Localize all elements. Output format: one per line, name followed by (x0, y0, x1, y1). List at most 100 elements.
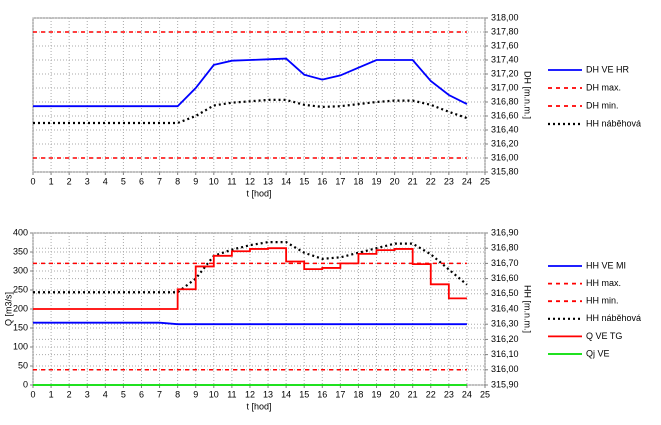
y-tick-label: 316,50 (491, 288, 519, 298)
y-tick-label: 316,80 (491, 96, 519, 106)
y-tick-label: 317,20 (491, 68, 519, 78)
x-tick-label: 22 (426, 176, 436, 186)
legend-label: DH min. (586, 100, 619, 110)
x-tick-label: 18 (353, 389, 363, 399)
y-tick-label: 317,00 (491, 82, 519, 92)
x-tick-label: 22 (426, 389, 436, 399)
y-tick-label: 316,00 (491, 152, 519, 162)
y-tick-label: 317,40 (491, 54, 519, 64)
y-tick-label: 200 (13, 303, 28, 313)
x-tick-label: 14 (281, 176, 291, 186)
series-line (33, 57, 468, 108)
legend-label: HH náběhová (586, 313, 641, 323)
x-axis-label: t [hod] (246, 188, 271, 198)
x-tick-label: 11 (227, 176, 236, 186)
y-tick-label: 250 (13, 284, 28, 294)
x-tick-label: 21 (408, 176, 418, 186)
x-tick-label: 12 (245, 176, 255, 186)
y-tick-label: 316,40 (491, 124, 519, 134)
x-tick-label: 5 (121, 389, 126, 399)
y-tick-label: 318,00 (491, 12, 519, 22)
y-tick-label: 315,80 (491, 166, 519, 176)
y-tick-label: 400 (13, 227, 28, 237)
y-tick-label: 50 (18, 360, 28, 370)
x-tick-label: 20 (390, 389, 400, 399)
y-axis-label: Q [m3/s] (3, 292, 13, 326)
x-tick-label: 4 (103, 176, 108, 186)
x-tick-label: 10 (209, 176, 219, 186)
x-tick-label: 25 (480, 389, 490, 399)
x-tick-label: 14 (281, 389, 291, 399)
y-tick-label: 300 (13, 265, 28, 275)
y-tick-label: 100 (13, 341, 28, 351)
x-tick-label: 15 (299, 176, 309, 186)
x-tick-label: 15 (299, 389, 309, 399)
x-tick-label: 23 (444, 176, 454, 186)
x-tick-label: 7 (157, 389, 162, 399)
x-tick-label: 8 (175, 176, 180, 186)
x-tick-label: 5 (121, 176, 126, 186)
x-tick-label: 20 (390, 176, 400, 186)
x-axis-label: t [hod] (246, 401, 271, 411)
y-tick-label: 316,20 (491, 334, 519, 344)
x-tick-label: 17 (335, 176, 345, 186)
x-tick-label: 1 (49, 176, 54, 186)
x-tick-label: 12 (245, 389, 255, 399)
x-tick-label: 8 (175, 389, 180, 399)
x-tick-label: 18 (353, 176, 363, 186)
legend-label: HH min. (586, 296, 619, 306)
y-axis-label: HH [m.n.m.] (523, 285, 533, 333)
x-tick-label: 6 (139, 389, 144, 399)
legend-label: HH náběhová (586, 118, 641, 128)
legend-label: DH max. (586, 82, 621, 92)
y-tick-label: 316,10 (491, 349, 519, 359)
y-tick-label: 316,20 (491, 138, 519, 148)
y-tick-label: 317,80 (491, 26, 519, 36)
x-tick-label: 16 (317, 176, 327, 186)
series-line (33, 247, 467, 310)
y-tick-label: 316,70 (491, 258, 519, 268)
y-tick-label: 316,00 (491, 364, 519, 374)
y-tick-label: 316,90 (491, 227, 519, 237)
y-tick-label: 316,60 (491, 273, 519, 283)
series-line (33, 98, 468, 125)
x-tick-label: 21 (408, 389, 418, 399)
x-tick-label: 17 (335, 389, 345, 399)
x-tick-label: 1 (49, 389, 54, 399)
x-tick-label: 2 (67, 389, 72, 399)
legend-label: HH max. (586, 278, 621, 288)
y-tick-label: 0 (23, 379, 28, 389)
y-tick-label: 316,30 (491, 319, 519, 329)
y-tick-label: 316,60 (491, 110, 519, 120)
x-tick-label: 16 (317, 389, 327, 399)
series-line (33, 321, 467, 326)
y-tick-label: 317,60 (491, 40, 519, 50)
x-tick-label: 19 (372, 176, 382, 186)
y-axis-label: DH [m.n.m.] (523, 71, 533, 119)
legend-label: Q VE TG (586, 331, 622, 341)
legend-label: Qj VE (586, 348, 610, 358)
x-tick-label: 7 (157, 176, 162, 186)
x-tick-label: 6 (139, 176, 144, 186)
legend-label: HH VE MI (586, 260, 626, 270)
plot-area (32, 17, 486, 173)
x-tick-label: 0 (30, 389, 35, 399)
y-tick-label: 350 (13, 246, 28, 256)
y-tick-label: 316,40 (491, 303, 519, 313)
y-tick-label: 316,80 (491, 243, 519, 253)
x-tick-label: 3 (85, 176, 90, 186)
x-tick-label: 9 (193, 389, 198, 399)
x-tick-label: 9 (193, 176, 198, 186)
x-tick-label: 3 (85, 389, 90, 399)
legend-label: DH VE HR (586, 64, 630, 74)
y-tick-label: 315,90 (491, 379, 519, 389)
x-tick-label: 23 (444, 389, 454, 399)
x-tick-label: 0 (30, 176, 35, 186)
x-tick-label: 13 (263, 389, 273, 399)
x-tick-label: 24 (462, 389, 472, 399)
x-tick-label: 19 (372, 389, 382, 399)
x-tick-label: 10 (209, 389, 219, 399)
y-tick-label: 150 (13, 322, 28, 332)
x-tick-label: 25 (480, 176, 490, 186)
